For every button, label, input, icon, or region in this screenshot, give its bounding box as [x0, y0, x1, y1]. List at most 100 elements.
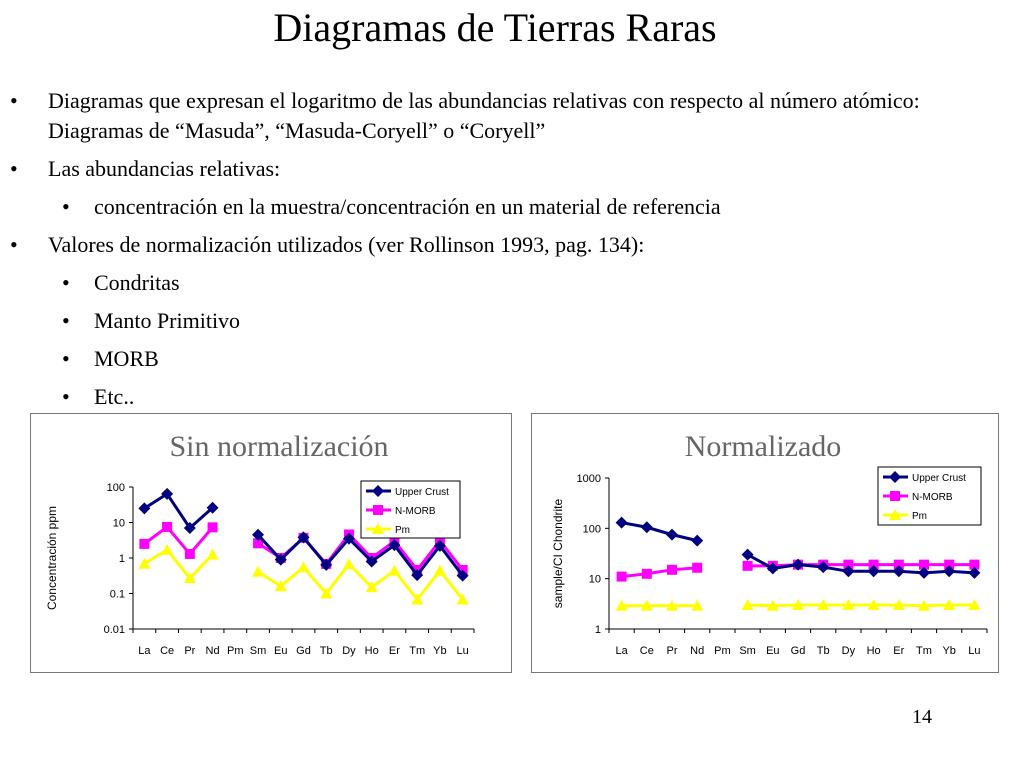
bullet-glyph: • [62, 194, 70, 219]
series-line [257, 561, 464, 602]
bullet-glyph: • [10, 156, 18, 181]
slide-title: Diagramas de Tierras Raras [273, 5, 717, 50]
bullet-glyph: • [10, 88, 18, 113]
data-point [641, 568, 652, 579]
x-tick-label: Ho [867, 645, 881, 657]
y-tick-label: 10 [113, 518, 125, 530]
y-tick-label: 10 [589, 574, 601, 586]
bullet-text: Manto Primitivo [94, 308, 241, 333]
y-tick-label: 100 [583, 523, 601, 535]
x-tick-label: Er [893, 645, 904, 657]
legend-entry: N-MORB [395, 506, 436, 517]
data-point [919, 559, 929, 570]
x-tick-label: Ce [640, 645, 654, 657]
data-point [206, 548, 219, 560]
series-line [621, 521, 698, 543]
data-point [183, 572, 196, 584]
data-point [640, 599, 653, 611]
x-tick-label: Tb [817, 645, 830, 657]
data-point [184, 548, 195, 559]
data-point [766, 599, 779, 611]
chart-panel-normalized: Normalizado sample/CI Chondrite 1 10 100 1000… [531, 413, 999, 673]
bullet-glyph: • [62, 308, 70, 333]
x-tick-label: Lu [968, 645, 980, 657]
data-point [792, 558, 804, 571]
data-point [162, 521, 173, 532]
data-point [456, 593, 469, 605]
data-point [365, 581, 378, 593]
data-point [342, 532, 355, 545]
series-line [143, 491, 214, 531]
y-tick-label: 0.01 [104, 624, 125, 636]
data-point [666, 599, 678, 611]
series-line [143, 524, 214, 557]
x-tick-label: Dy [842, 645, 856, 657]
legend-entry: Upper Crust [912, 473, 966, 484]
x-tick-label: Sm [739, 645, 756, 657]
data-point [943, 565, 956, 578]
data-point [843, 559, 854, 570]
data-point [792, 598, 804, 610]
bullet-text: Diagramas que expresan el logaritmo de l… [48, 88, 920, 143]
data-point [944, 559, 955, 570]
y-tick-label: 100 [107, 482, 125, 494]
data-point [274, 580, 287, 592]
legend-swatch-marker [889, 471, 901, 483]
data-point [691, 599, 704, 611]
chart-raw: Sin normalización Concentración ppm 0.01 0.… [45, 430, 475, 657]
data-point [297, 561, 310, 573]
x-tick-label: La [138, 645, 151, 657]
data-point [342, 558, 355, 570]
data-point [867, 598, 880, 610]
x-tick-label: Er [389, 645, 400, 657]
chart-title: Sin normalización [169, 430, 388, 463]
x-tick-label: Yb [433, 645, 446, 657]
chart-panel-raw: Sin normalización Concentración ppm 0.01 0.… [30, 413, 512, 673]
series-line [143, 547, 214, 581]
bullet-text: MORB [94, 346, 159, 371]
data-point [842, 598, 855, 610]
data-point [320, 558, 333, 571]
data-point [615, 599, 628, 611]
x-tick-label: Gd [296, 645, 311, 657]
legend-entry: Upper Crust [395, 487, 449, 498]
x-tick-label: Pr [667, 645, 678, 657]
data-point [969, 559, 980, 570]
data-point [388, 539, 401, 552]
y-axis-label: sample/CI Chondrite [551, 498, 565, 608]
y-tick-label: 1 [595, 624, 601, 636]
series-line [746, 553, 975, 575]
data-point [918, 599, 930, 611]
x-tick-label: Tm [916, 645, 932, 657]
legend-entry: Pm [912, 511, 927, 522]
data-point [741, 548, 754, 561]
data-point [161, 543, 174, 555]
chart-normalized: Normalizado sample/CI Chondrite 1 10 100 1000… [551, 430, 988, 657]
bullet-text: Condritas [94, 270, 180, 295]
data-point [691, 534, 704, 547]
y-tick-label: 0.1 [110, 589, 125, 601]
data-point [741, 598, 754, 610]
series-line [747, 603, 975, 608]
x-tick-label: Tb [320, 645, 333, 657]
legend-swatch-marker [890, 491, 900, 501]
x-tick-label: Ho [365, 645, 379, 657]
data-point [867, 565, 880, 578]
series-line [621, 566, 698, 579]
data-point [692, 562, 703, 573]
y-tick-label: 1 [119, 553, 125, 565]
bullet-text: Valores de normalización utilizados (ver… [48, 232, 645, 257]
data-point [456, 569, 469, 582]
x-tick-label: Nd [690, 645, 704, 657]
data-point [766, 562, 779, 575]
legend-swatch-marker [889, 509, 901, 520]
data-point [433, 539, 446, 552]
x-tick-label: Gd [791, 645, 806, 657]
data-point [433, 564, 446, 576]
data-point [139, 538, 150, 549]
x-tick-label: Pr [184, 645, 195, 657]
data-point [868, 559, 879, 570]
data-point [892, 598, 905, 610]
data-point [253, 538, 264, 549]
x-tick-label: Pm [227, 645, 244, 657]
